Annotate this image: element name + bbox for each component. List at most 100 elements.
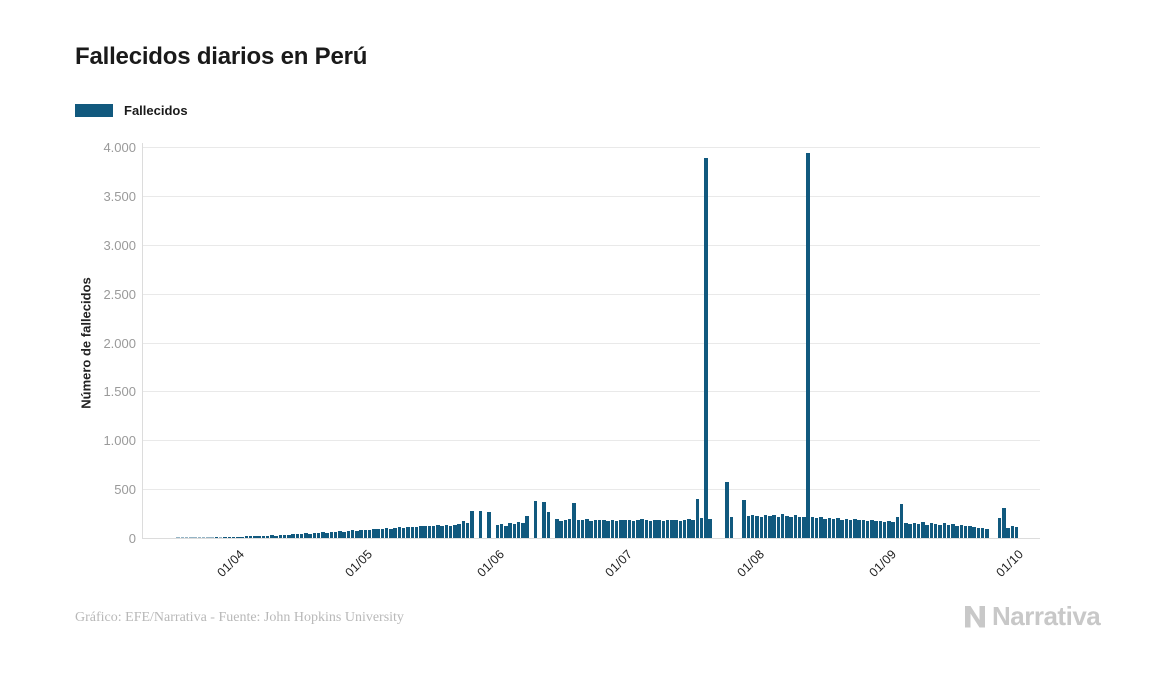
bar[interactable] xyxy=(674,520,678,538)
bar[interactable] xyxy=(206,537,210,538)
bar[interactable] xyxy=(308,533,312,538)
bar[interactable] xyxy=(504,525,508,538)
bar[interactable] xyxy=(282,534,287,538)
bar[interactable] xyxy=(836,518,840,538)
bar[interactable] xyxy=(640,519,644,538)
bar[interactable] xyxy=(661,520,666,538)
bar[interactable] xyxy=(248,536,253,538)
legend-item-fallecidos[interactable]: Fallecidos xyxy=(75,103,188,118)
bar[interactable] xyxy=(742,500,746,538)
bar[interactable] xyxy=(419,526,423,538)
bar[interactable] xyxy=(797,516,802,538)
bar[interactable] xyxy=(487,511,491,538)
bar[interactable] xyxy=(270,535,274,538)
bar[interactable] xyxy=(512,524,517,538)
bar[interactable] xyxy=(768,516,772,538)
bar[interactable] xyxy=(840,519,844,538)
bar[interactable] xyxy=(878,520,883,538)
bar[interactable] xyxy=(678,520,683,538)
bar[interactable] xyxy=(291,534,295,538)
bar[interactable] xyxy=(338,531,342,538)
bar[interactable] xyxy=(495,524,500,538)
bar[interactable] xyxy=(695,498,700,538)
bar[interactable] xyxy=(265,535,270,538)
bar[interactable] xyxy=(376,529,380,538)
bar[interactable] xyxy=(321,532,325,538)
bar[interactable] xyxy=(223,537,227,538)
bar[interactable] xyxy=(525,515,529,538)
bar[interactable] xyxy=(908,523,912,538)
bar[interactable] xyxy=(189,537,193,538)
bar[interactable] xyxy=(644,520,649,538)
bar[interactable] xyxy=(955,525,959,538)
bar[interactable] xyxy=(1014,527,1019,538)
bar[interactable] xyxy=(402,528,406,538)
bar[interactable] xyxy=(980,528,985,538)
bar[interactable] xyxy=(802,516,806,538)
bar[interactable] xyxy=(244,536,249,538)
bar[interactable] xyxy=(810,517,815,538)
bar[interactable] xyxy=(848,519,853,538)
bar[interactable] xyxy=(329,532,334,538)
bar[interactable] xyxy=(636,519,640,538)
bar[interactable] xyxy=(180,537,185,538)
bar[interactable] xyxy=(465,523,470,538)
bar[interactable] xyxy=(976,527,981,538)
bar[interactable] xyxy=(985,529,989,538)
bar[interactable] xyxy=(750,514,755,538)
bar[interactable] xyxy=(704,158,708,538)
bar[interactable] xyxy=(776,516,781,538)
bar[interactable] xyxy=(210,537,214,538)
bar[interactable] xyxy=(453,524,457,538)
bar[interactable] xyxy=(295,534,300,538)
bar[interactable] xyxy=(372,529,376,538)
bar[interactable] xyxy=(623,519,627,538)
bar[interactable] xyxy=(602,519,606,538)
bar[interactable] xyxy=(819,516,823,538)
bar[interactable] xyxy=(346,530,351,538)
bar[interactable] xyxy=(350,530,355,538)
bar[interactable] xyxy=(325,532,329,538)
bar[interactable] xyxy=(257,535,261,538)
bar[interactable] xyxy=(904,522,908,538)
bar[interactable] xyxy=(682,519,687,538)
bar[interactable] xyxy=(657,519,661,538)
bar[interactable] xyxy=(542,501,546,538)
bar[interactable] xyxy=(844,518,849,538)
bar[interactable] xyxy=(448,525,453,538)
bar[interactable] xyxy=(593,519,597,538)
bar[interactable] xyxy=(959,524,964,538)
bar[interactable] xyxy=(916,524,921,538)
bar[interactable] xyxy=(436,525,440,538)
bar[interactable] xyxy=(899,503,904,538)
bar[interactable] xyxy=(304,533,308,538)
bar[interactable] xyxy=(823,518,827,538)
bar[interactable] xyxy=(938,524,942,538)
bar[interactable] xyxy=(555,519,559,538)
bar[interactable] xyxy=(367,530,372,538)
bar[interactable] xyxy=(614,520,619,538)
bar[interactable] xyxy=(921,522,925,538)
bar[interactable] xyxy=(891,522,895,538)
bar[interactable] xyxy=(1002,508,1006,538)
bar[interactable] xyxy=(929,523,934,538)
bar[interactable] xyxy=(440,525,444,538)
bar[interactable] xyxy=(942,522,946,538)
bar[interactable] xyxy=(274,535,278,538)
bar[interactable] xyxy=(240,536,244,538)
bar[interactable] xyxy=(746,515,751,538)
bar[interactable] xyxy=(278,535,283,538)
bar[interactable] xyxy=(427,525,432,538)
bar[interactable] xyxy=(227,536,231,538)
bar[interactable] xyxy=(814,517,819,538)
bar[interactable] xyxy=(580,520,585,538)
bar[interactable] xyxy=(861,519,866,538)
bar[interactable] xyxy=(201,537,206,538)
bar[interactable] xyxy=(406,527,410,538)
bar[interactable] xyxy=(827,517,832,538)
bar[interactable] xyxy=(231,536,236,538)
bar[interactable] xyxy=(963,526,968,538)
bar[interactable] xyxy=(355,530,359,538)
bar[interactable] xyxy=(831,518,836,538)
bar[interactable] xyxy=(951,524,955,538)
